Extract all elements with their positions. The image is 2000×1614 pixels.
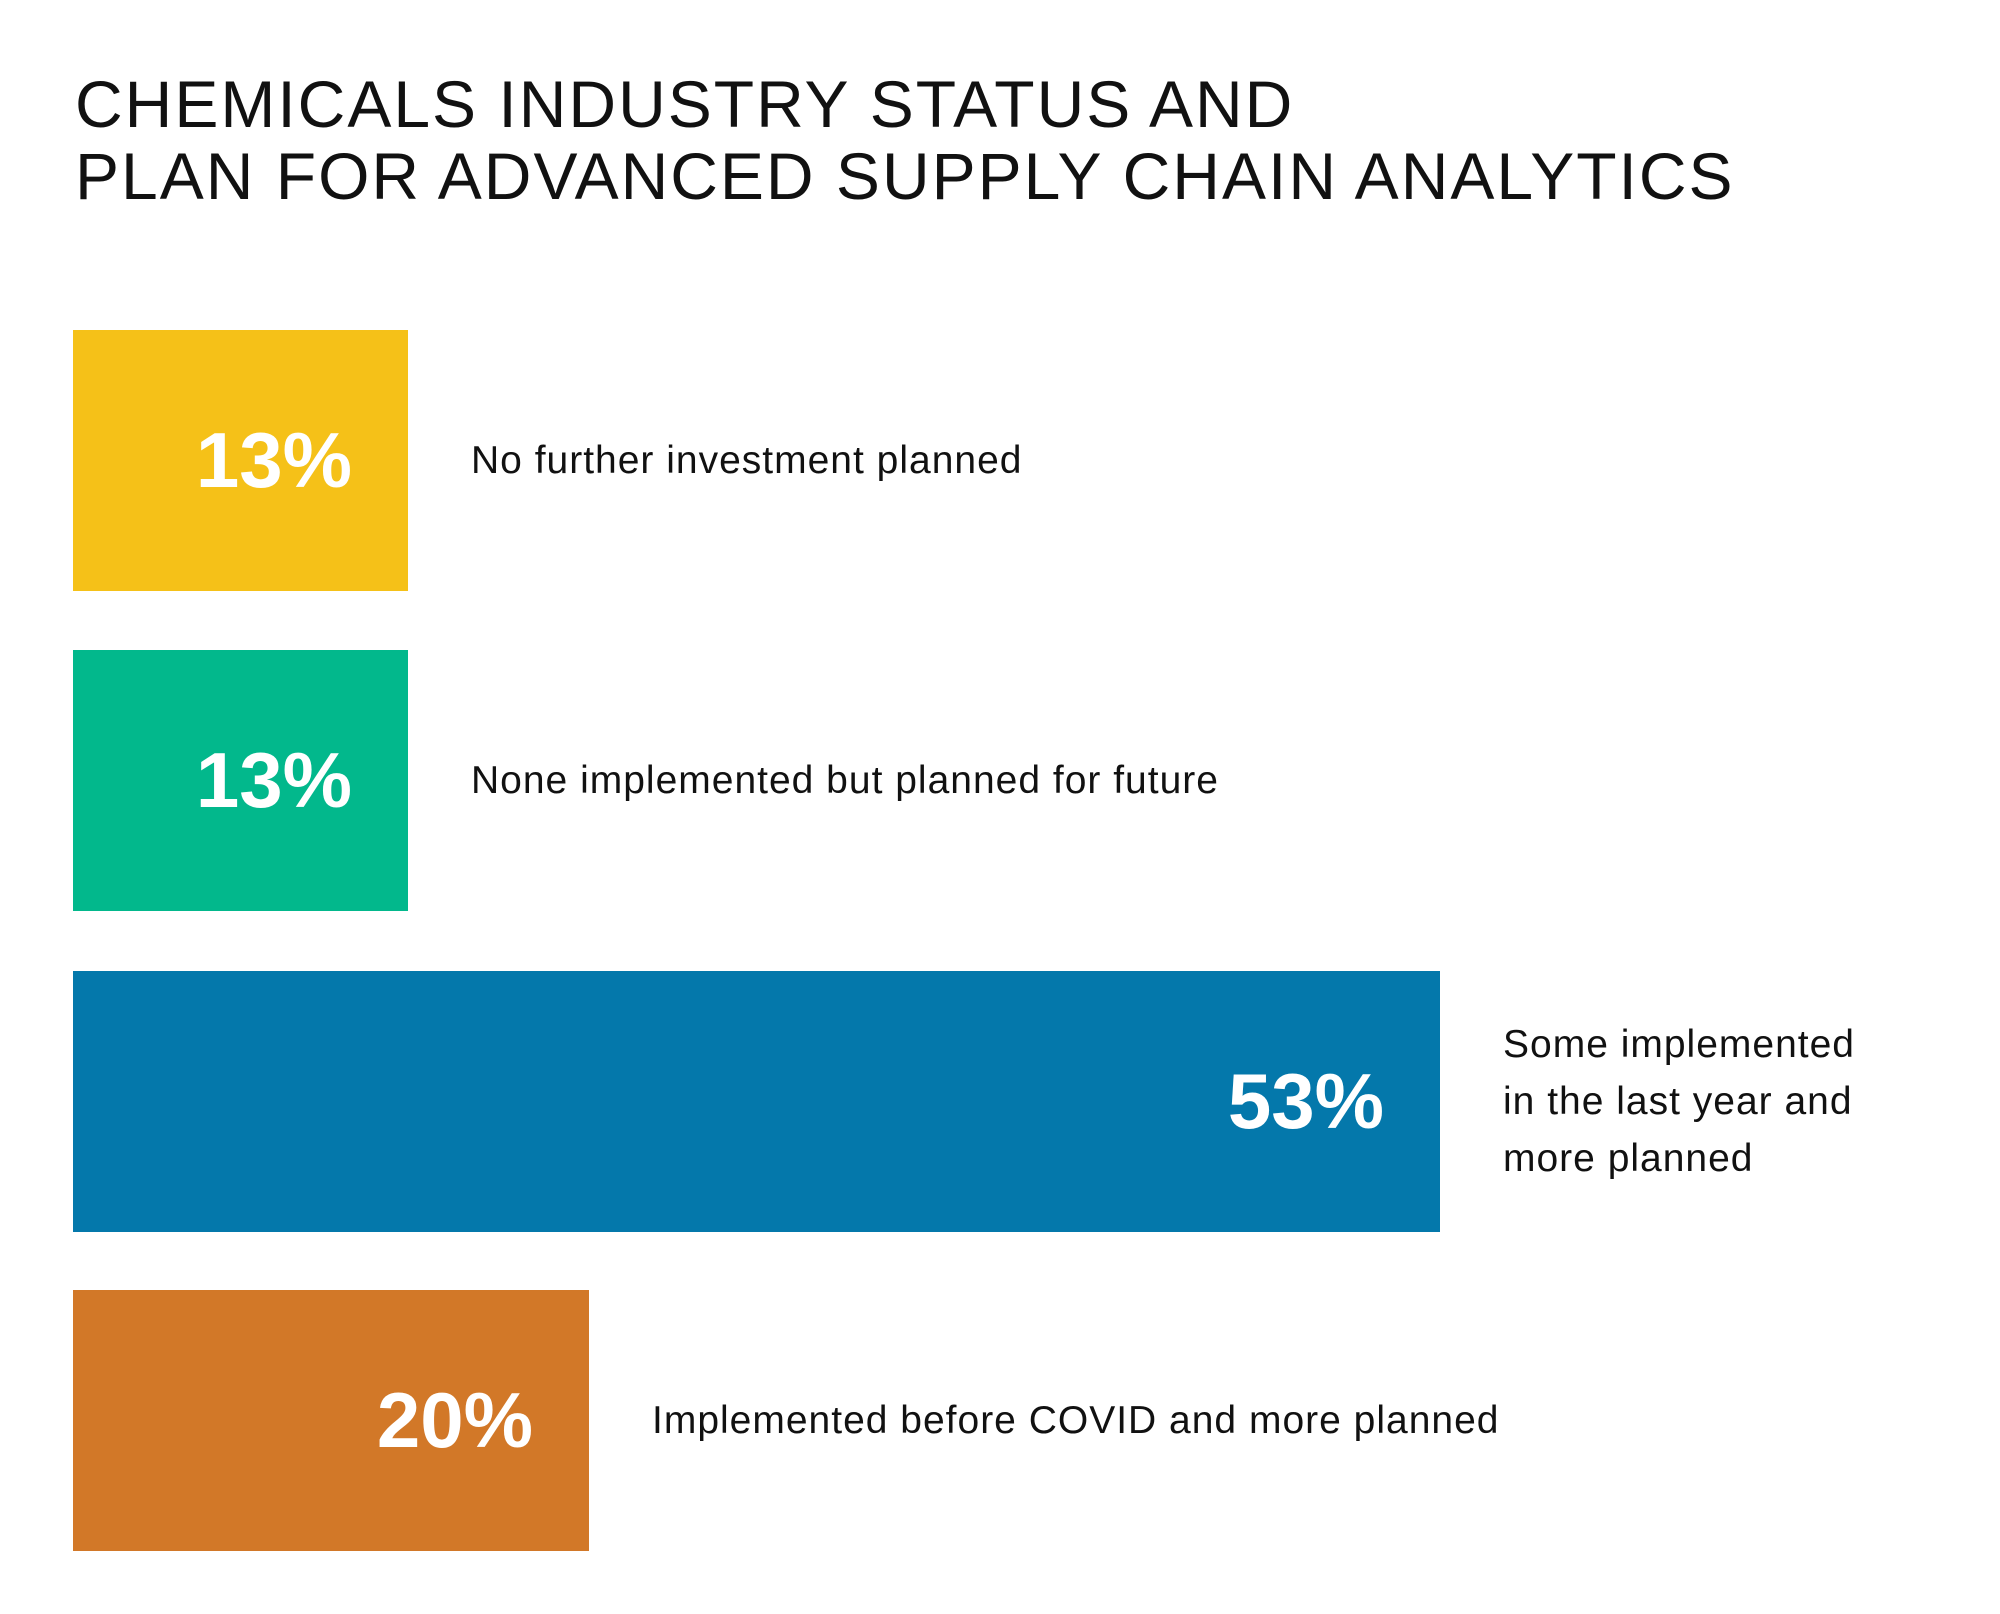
bar-4 [73,1290,589,1551]
category-label-2: None implemented but planned for future [471,650,1219,911]
bar-2 [73,650,408,911]
bar-3 [73,971,1440,1232]
category-label-line: more planned [1503,1137,1754,1180]
data-label-1: 13% [195,416,352,504]
bar-1 [73,330,408,591]
category-label-1: No further investment planned [471,330,1022,591]
category-label-line: No further investment planned [471,439,1023,482]
category-label-line: Some implemented [1503,1023,1855,1066]
category-label-3: Some implemented in the last year and more… [1503,971,1855,1232]
category-label-4: Implemented before COVID and more planne… [652,1290,1499,1551]
data-label-3: 53% [1227,1057,1384,1145]
category-label-line: None implemented but planned for future [471,759,1219,802]
category-label-line: in the last year and [1503,1080,1853,1123]
chart-title-line-1: CHEMICALS INDUSTRY STATUS AND [75,67,1295,141]
chart-title-line-2: PLAN FOR ADVANCED SUPPLY CHAIN ANALYTICS [75,139,1735,213]
data-label-4: 20% [376,1376,533,1464]
chart-title: CHEMICALS INDUSTRY STATUS AND PLAN FOR A… [75,68,1735,212]
category-label-line: Implemented before COVID and more planne… [652,1399,1500,1442]
data-label-2: 13% [195,736,352,824]
